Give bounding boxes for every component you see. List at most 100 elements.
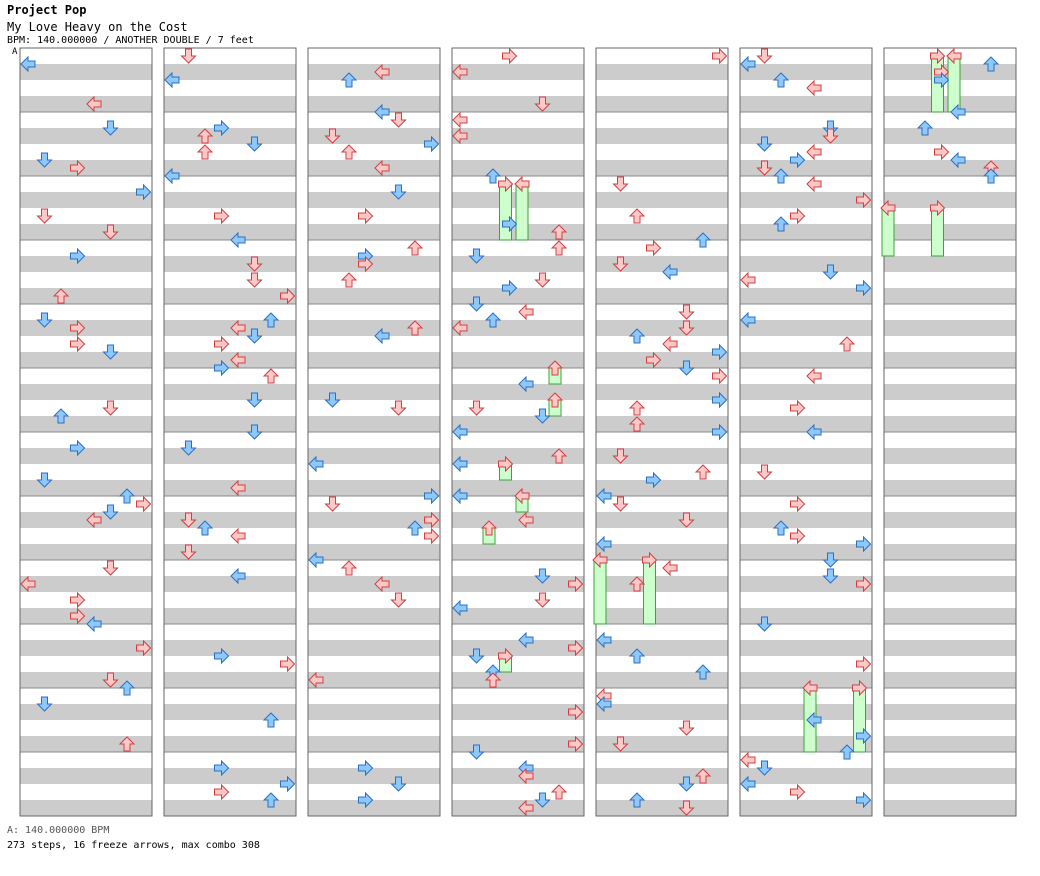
beat-stripe: [164, 304, 296, 320]
step-arrow: [612, 176, 629, 192]
beat-stripe: [740, 96, 872, 112]
beat-stripe: [308, 608, 440, 624]
beat-stripe: [596, 608, 728, 624]
step-arrow: [480, 520, 498, 536]
beat-stripe: [596, 560, 728, 576]
beat-stripe: [20, 160, 152, 176]
beat-stripe: [596, 688, 728, 704]
beat-stripe: [164, 752, 296, 768]
step-arrow: [534, 592, 551, 608]
beat-stripe: [596, 624, 728, 640]
beat-stripe: [20, 224, 152, 240]
beat-stripe: [308, 96, 440, 112]
beat-stripe: [596, 448, 728, 464]
beat-stripe: [164, 544, 296, 560]
beat-stripe: [452, 336, 584, 352]
beat-stripe: [596, 768, 728, 784]
beat-stripe: [164, 720, 296, 736]
step-arrow: [246, 136, 263, 152]
step-arrow: [694, 664, 712, 680]
beat-stripe: [740, 544, 872, 560]
beat-stripe: [596, 672, 728, 688]
step-arrow: [756, 464, 773, 480]
step-arrow: [982, 168, 1000, 184]
beat-stripe: [884, 528, 1016, 544]
beat-stripe: [596, 224, 728, 240]
step-arrow: [756, 48, 773, 64]
beat-stripe: [164, 96, 296, 112]
step-arrow: [712, 367, 728, 385]
beat-stripe: [740, 336, 872, 352]
chart-column: [163, 47, 297, 817]
beat-stripe: [308, 592, 440, 608]
step-arrow: [180, 512, 197, 528]
beat-stripe: [20, 288, 152, 304]
beat-stripe: [452, 528, 584, 544]
beat-stripe: [884, 112, 1016, 128]
freeze-arrow: [593, 559, 607, 625]
beat-stripe: [884, 192, 1016, 208]
beat-stripe: [308, 640, 440, 656]
beat-stripe: [164, 384, 296, 400]
step-arrow: [592, 551, 608, 569]
beat-stripe: [308, 144, 440, 160]
step-arrow: [772, 168, 790, 184]
step-arrow: [136, 183, 152, 201]
beat-stripe: [884, 736, 1016, 752]
beat-stripe: [452, 512, 584, 528]
beat-stripe: [20, 720, 152, 736]
step-arrow: [52, 288, 70, 304]
step-arrow: [246, 424, 263, 440]
step-stats: 273 steps, 16 freeze arrows, max combo 3…: [7, 840, 260, 851]
step-arrow: [546, 360, 564, 376]
step-arrow: [424, 487, 440, 505]
step-arrow: [20, 55, 36, 73]
step-arrow: [916, 120, 934, 136]
beat-stripe: [596, 496, 728, 512]
step-arrow: [196, 128, 214, 144]
beat-stripe: [596, 736, 728, 752]
bpm-legend: A: 140.000000 BPM: [7, 825, 110, 836]
step-arrow: [534, 408, 551, 424]
beat-stripe: [308, 192, 440, 208]
step-arrow: [70, 159, 86, 177]
step-arrow: [246, 392, 263, 408]
step-arrow: [612, 496, 629, 512]
beat-stripe: [740, 272, 872, 288]
step-arrow: [468, 400, 485, 416]
step-arrow: [214, 647, 230, 665]
beat-stripe: [884, 800, 1016, 816]
beat-stripe: [20, 384, 152, 400]
step-arrow: [790, 399, 806, 417]
beat-stripe: [740, 160, 872, 176]
step-arrow: [214, 359, 230, 377]
step-arrow: [982, 56, 1000, 72]
beat-stripe: [884, 560, 1016, 576]
step-arrow: [502, 47, 518, 65]
beat-stripe: [20, 752, 152, 768]
beat-stripe: [884, 624, 1016, 640]
beat-stripe: [884, 352, 1016, 368]
beat-stripe: [308, 720, 440, 736]
beat-stripe: [20, 512, 152, 528]
step-arrow: [262, 368, 280, 384]
step-arrow: [950, 103, 966, 121]
beat-stripe: [20, 352, 152, 368]
beat-stripe: [164, 48, 296, 64]
beat-stripe: [884, 672, 1016, 688]
beat-stripe: [740, 560, 872, 576]
beat-stripe: [20, 128, 152, 144]
step-arrow: [468, 744, 485, 760]
step-arrow: [358, 207, 374, 225]
step-arrow: [102, 224, 119, 240]
beat-stripe: [740, 528, 872, 544]
beat-stripe: [740, 768, 872, 784]
freeze-arrow: [515, 183, 529, 241]
step-arrow: [662, 335, 678, 353]
beat-stripe: [596, 208, 728, 224]
beat-stripe: [596, 432, 728, 448]
step-arrow: [452, 319, 468, 337]
step-arrow: [502, 215, 518, 233]
beat-stripe: [452, 432, 584, 448]
step-arrow: [628, 208, 646, 224]
